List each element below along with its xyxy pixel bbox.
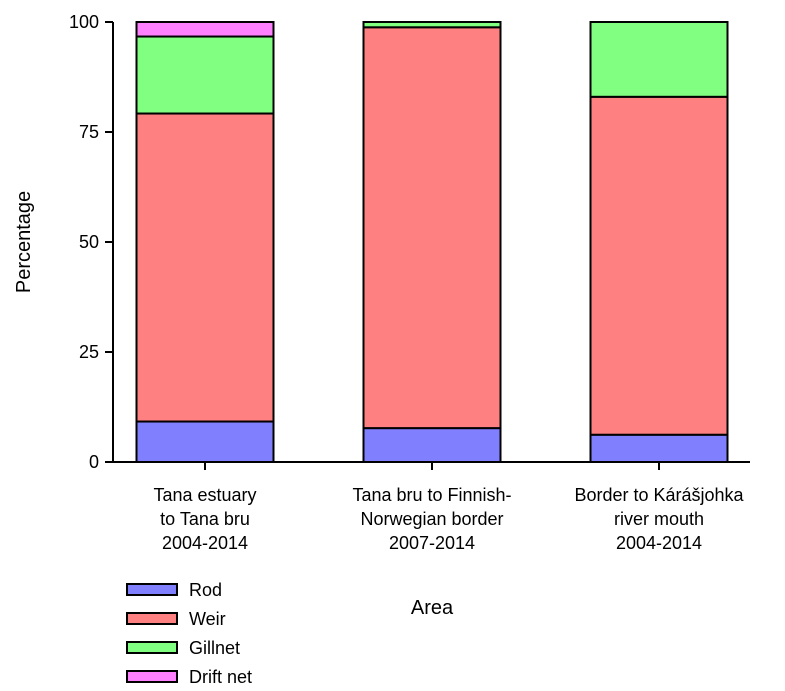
x-axis: Tana estuary to Tana bru 2004-2014 Tana bru… <box>113 461 750 553</box>
y-axis-title: Percentage <box>13 191 35 293</box>
y-tick-label: 0 <box>89 452 99 472</box>
bar-segment-rod-3 <box>589 433 729 464</box>
legend-label-gillnet: Gillnet <box>189 638 240 658</box>
bar-segment-weir-1 <box>135 112 275 423</box>
y-tick-label: 25 <box>79 342 99 362</box>
legend-swatch-drift-net <box>126 670 178 683</box>
bar-segment-rod-1 <box>135 420 275 463</box>
bar-segment-drift-net-1 <box>135 21 275 38</box>
x-category-label: Norwegian border <box>360 509 503 529</box>
x-axis-title: Area <box>411 597 454 619</box>
legend-swatch-weir <box>126 612 178 625</box>
bar-segment-rod-2 <box>362 427 502 463</box>
bar-segment-weir-3 <box>589 95 729 436</box>
x-category-label: Border to Kárášjohka <box>574 485 744 505</box>
bar-segment-gillnet-1 <box>135 35 275 115</box>
y-axis: 0 25 50 75 100 <box>69 12 114 472</box>
x-category-label: Tana bru to Finnish- <box>352 485 511 505</box>
legend-label-rod: Rod <box>189 580 222 600</box>
legend: Rod Weir Gillnet Drift net <box>126 580 252 687</box>
legend-label-weir: Weir <box>189 609 226 629</box>
legend-label-drift-net: Drift net <box>189 667 252 687</box>
x-category-label: Tana estuary <box>153 485 256 505</box>
bar-segment-gillnet-2 <box>362 21 502 29</box>
y-tick-label: 75 <box>79 122 99 142</box>
x-category-label: 2004-2014 <box>162 533 248 553</box>
y-tick-label: 100 <box>69 12 99 32</box>
x-category-label: 2007-2014 <box>389 533 475 553</box>
x-category-label: to Tana bru <box>160 509 250 529</box>
x-category-label: 2004-2014 <box>616 533 702 553</box>
y-tick-label: 50 <box>79 232 99 252</box>
bar-segment-weir-2 <box>362 26 502 430</box>
x-category-label: river mouth <box>614 509 704 529</box>
legend-swatch-rod <box>126 583 178 596</box>
legend-swatch-gillnet <box>126 641 178 654</box>
bar-layer <box>135 21 729 464</box>
bar-segment-gillnet-3 <box>589 21 729 98</box>
